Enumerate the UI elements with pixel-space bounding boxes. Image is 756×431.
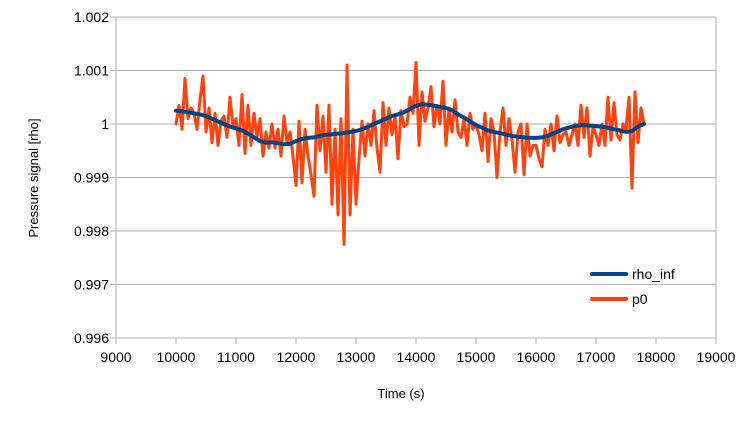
y-tick-label: 1.002 xyxy=(74,9,109,25)
x-tick-label: 16000 xyxy=(517,349,556,365)
series xyxy=(174,61,646,246)
legend: rho_inf p0 xyxy=(590,266,675,307)
x-tick-label: 14000 xyxy=(397,349,436,365)
y-tick-label: 0.996 xyxy=(74,330,109,346)
legend-label: p0 xyxy=(632,291,648,307)
tick-labels: 0.996 0.997 0.998 0.999 1 1.001 1.002 9000 10000… xyxy=(74,9,736,365)
x-tick-label: 13000 xyxy=(337,349,376,365)
series-line-p0 xyxy=(174,61,646,246)
x-tick-label: 15000 xyxy=(457,349,496,365)
x-axis-title: Time (s) xyxy=(377,386,424,401)
y-tick-label: 1.001 xyxy=(74,63,109,79)
legend-label: rho_inf xyxy=(632,266,675,282)
axes xyxy=(110,16,717,344)
y-tick-label: 0.998 xyxy=(74,223,109,239)
x-tick-label: 9000 xyxy=(100,349,131,365)
x-tick-label: 18000 xyxy=(637,349,676,365)
y-tick-label: 0.997 xyxy=(74,277,109,293)
x-tick-label: 11000 xyxy=(217,349,255,365)
x-tick-label: 19000 xyxy=(697,349,736,365)
series-line-rho-inf xyxy=(174,102,646,147)
x-tick-label: 12000 xyxy=(277,349,316,365)
y-tick-label: 1 xyxy=(101,116,109,132)
y-axis-title: Pressure signal [rho] xyxy=(26,118,41,237)
x-tick-label: 10000 xyxy=(157,349,196,365)
y-tick-label: 0.999 xyxy=(74,170,109,186)
x-tick-label: 17000 xyxy=(577,349,616,365)
